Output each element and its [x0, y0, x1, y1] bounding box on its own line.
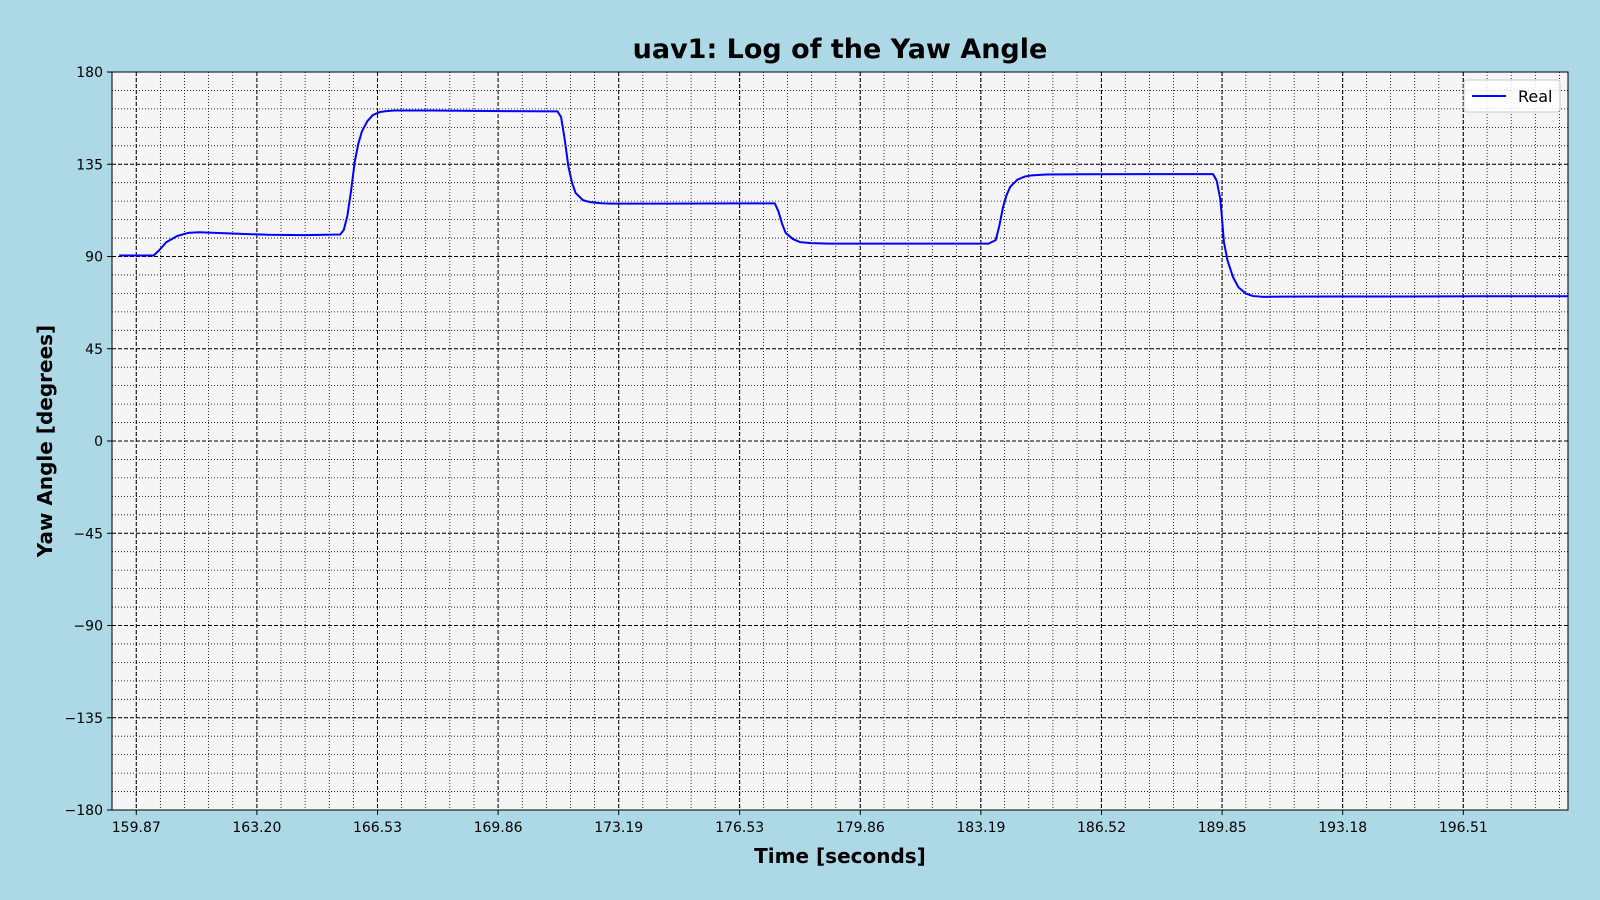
legend-box [1463, 79, 1561, 113]
x-tick-label: 189.85 [1198, 820, 1247, 836]
y-tick-label: 180 [76, 65, 103, 81]
x-tick-label: 166.53 [353, 820, 402, 836]
x-tick-label: 183.19 [956, 820, 1005, 836]
x-tick-label: 193.18 [1318, 820, 1367, 836]
legend: Real [1463, 79, 1561, 113]
y-tick-label: 0 [94, 434, 103, 450]
chart-title: uav1: Log of the Yaw Angle [633, 34, 1048, 65]
x-axis-label: Time [seconds] [754, 844, 926, 868]
series-layer [119, 109, 1568, 298]
y-axis-label: Yaw Angle [degrees] [33, 325, 57, 558]
y-tick-label: 90 [85, 250, 103, 266]
x-tick-label: 179.86 [836, 820, 885, 836]
y-tick-label: −135 [65, 711, 103, 727]
x-tick-label: 159.87 [112, 820, 161, 836]
legend-label-real: Real [1518, 87, 1553, 106]
y-tick-label: −90 [73, 619, 103, 635]
y-tick-label: −45 [73, 526, 103, 542]
y-tick-label: −180 [65, 803, 103, 819]
x-tick-label: 163.20 [232, 820, 281, 836]
y-tick-label: 45 [85, 342, 103, 358]
x-tick-label: 173.19 [594, 820, 643, 836]
y-tick-label: 135 [76, 157, 103, 173]
x-axis-ticks: 159.87 163.20 166.53 169.86 173.19 176.53 179.… [112, 810, 1488, 836]
series-line-real [119, 109, 1568, 298]
x-tick-label: 176.53 [715, 820, 764, 836]
x-tick-label: 169.86 [474, 820, 523, 836]
x-tick-label: 196.51 [1439, 820, 1488, 836]
y-axis-ticks: −180 −135 −90 −45 0 45 90 135 180 [65, 65, 112, 819]
x-tick-label: 186.52 [1077, 820, 1126, 836]
